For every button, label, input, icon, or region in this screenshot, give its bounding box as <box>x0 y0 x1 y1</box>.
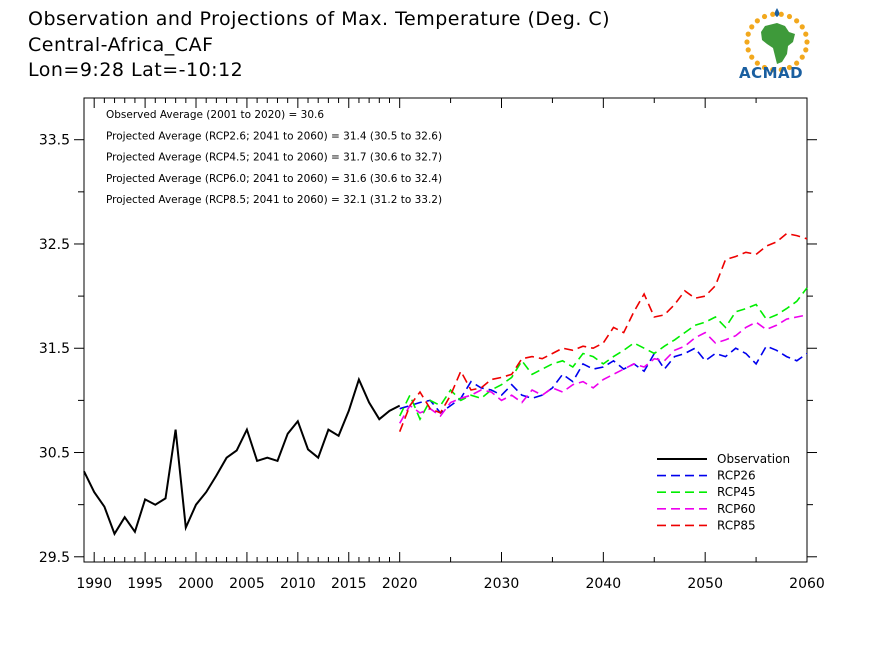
x-tick-label: 2015 <box>331 576 367 592</box>
x-tick-label: 2010 <box>280 576 316 592</box>
x-tick-label: 1995 <box>127 576 163 592</box>
sun-ray-dot <box>799 24 805 30</box>
y-axis-labels: 29.5 30.5 31.5 32.5 33.5 <box>39 133 70 566</box>
sun-ray-dot <box>754 18 760 24</box>
annotations: Observed Average (2001 to 2020) = 30.6 Pr… <box>106 109 442 206</box>
series-lines <box>83 232 808 537</box>
legend: Observation RCP26 RCP45 RCP60 RCP85 <box>657 452 790 532</box>
y-tick-label: 31.5 <box>39 341 70 357</box>
sun-ray-dot <box>786 64 793 71</box>
acmad-logo-text: ACMAD <box>739 64 804 82</box>
sun-ring-icon <box>744 8 810 73</box>
average-annotation: Projected Average (RCP8.5; 2041 to 2060)… <box>106 194 442 206</box>
x-tick-label: 2060 <box>789 576 825 592</box>
y-tick-label: 33.5 <box>39 133 70 149</box>
sun-ray-dot <box>770 11 776 17</box>
average-annotation: Projected Average (RCP2.6; 2041 to 2060)… <box>106 130 442 142</box>
sun-ray-dot <box>761 13 768 20</box>
sun-ray-dot <box>761 64 768 71</box>
axis-ticks <box>74 98 817 562</box>
x-tick-label: 2030 <box>484 576 520 592</box>
coordinates-label: Lon=9:28 Lat=-10:12 <box>28 59 244 81</box>
x-tick-label: 2000 <box>178 576 214 592</box>
sun-ray-dot <box>745 31 751 37</box>
sun-ray-dot <box>778 11 784 17</box>
x-tick-label: 1990 <box>76 576 112 592</box>
series-line-rcp45 <box>398 287 808 422</box>
average-annotation: Projected Average (RCP4.5; 2041 to 2060)… <box>106 152 442 164</box>
average-annotation: Observed Average (2001 to 2020) = 30.6 <box>106 109 324 121</box>
y-tick-label: 30.5 <box>39 446 70 462</box>
sun-ray-dot <box>749 54 755 60</box>
legend-label: RCP60 <box>717 502 756 516</box>
series-line-rcp26 <box>399 345 808 414</box>
sun-ray-dot <box>804 39 810 45</box>
series-line-observation <box>83 376 401 537</box>
x-axis-labels: 1990 1995 2000 2005 2010 2015 2020 2030 2040 2050… <box>76 576 824 592</box>
average-annotation: Projected Average (RCP6.0; 2041 to 2060)… <box>106 173 442 185</box>
sun-ray-dot <box>803 47 809 53</box>
y-tick-label: 32.5 <box>39 237 70 253</box>
series-line-rcp60 <box>399 314 808 424</box>
legend-label: RCP26 <box>717 469 756 483</box>
x-tick-label: 2050 <box>687 576 723 592</box>
sun-ray-dot <box>794 60 800 66</box>
sun-ray-dot <box>803 31 809 37</box>
legend-label: Observation <box>717 452 790 466</box>
water-drop-icon <box>774 8 780 17</box>
legend-label: RCP45 <box>717 485 756 499</box>
x-tick-label: 2020 <box>382 576 418 592</box>
sun-ray-dot <box>770 67 776 73</box>
sun-ray-dot <box>744 39 750 45</box>
x-tick-label: 2040 <box>586 576 622 592</box>
sun-ray-dot <box>745 47 751 53</box>
africa-map-icon <box>761 23 795 64</box>
sun-ray-dot <box>754 60 760 66</box>
series-line-rcp85 <box>398 232 808 432</box>
y-tick-label: 29.5 <box>39 550 70 566</box>
sun-ray-dot <box>778 67 784 73</box>
plot-frame <box>83 97 808 563</box>
acmad-logo <box>744 8 810 73</box>
sun-ray-dot <box>794 18 800 24</box>
legend-label: RCP85 <box>717 518 756 532</box>
chart-title: Observation and Projections of Max. Temp… <box>28 8 611 30</box>
x-tick-label: 2005 <box>229 576 265 592</box>
sun-ray-dot <box>786 13 793 20</box>
sun-ray-dot <box>799 54 805 60</box>
sun-ray-dot <box>749 24 755 30</box>
region-label: Central-Africa_CAF <box>28 34 214 56</box>
